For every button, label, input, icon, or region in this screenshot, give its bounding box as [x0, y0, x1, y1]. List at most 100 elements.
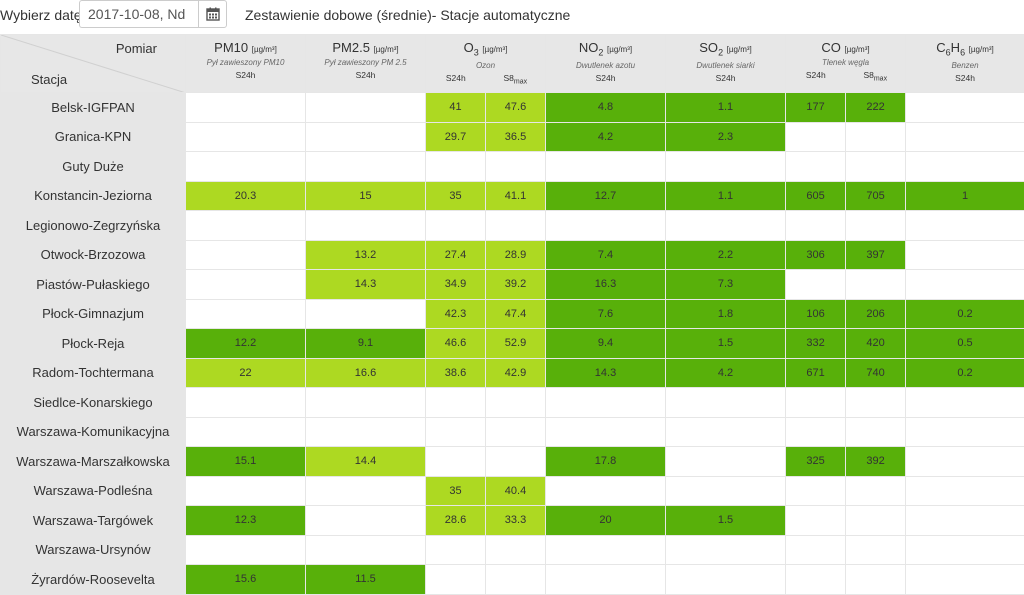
- value-cell: 13.2: [306, 240, 426, 270]
- station-name: Legionowo-Zegrzyńska: [1, 211, 186, 241]
- value-cell: [426, 388, 486, 418]
- value-cell: 177: [786, 93, 846, 123]
- value-cell: [306, 388, 426, 418]
- value-cell: [426, 152, 486, 182]
- station-name: Żyrardów-Roosevelta: [1, 565, 186, 595]
- value-cell: 15.1: [186, 447, 306, 477]
- value-cell: [306, 535, 426, 565]
- value-cell: [306, 417, 426, 447]
- value-cell: 22: [186, 358, 306, 388]
- value-cell: [186, 476, 306, 506]
- value-cell: 35: [426, 181, 486, 211]
- station-name: Warszawa-Komunikacyjna: [1, 417, 186, 447]
- value-cell: [906, 476, 1024, 506]
- aggregation-label: S24h: [666, 73, 785, 83]
- value-cell: [906, 270, 1024, 300]
- value-cell: 29.7: [426, 122, 486, 152]
- value-cell: [186, 122, 306, 152]
- pollutant-name: PM2.5 [µg/m³]: [306, 40, 425, 55]
- value-cell: 28.9: [486, 240, 546, 270]
- pollutant-name: C6H6 [µg/m³]: [906, 40, 1024, 58]
- value-cell: [546, 565, 666, 595]
- value-cell: [426, 535, 486, 565]
- pollutant-description: Benzen: [906, 61, 1024, 70]
- value-cell: [546, 476, 666, 506]
- value-cell: [786, 506, 846, 536]
- aggregation-labels: S24h: [906, 73, 1024, 83]
- value-cell: 47.4: [486, 299, 546, 329]
- station-name: Otwock-Brzozowa: [1, 240, 186, 270]
- pollutant-name: PM10 [µg/m³]: [186, 40, 305, 55]
- pollutant-header: C6H6 [µg/m³] Benzen S24h: [906, 35, 1024, 93]
- value-cell: 4.8: [546, 93, 666, 123]
- date-input[interactable]: [79, 0, 198, 28]
- value-cell: 222: [846, 93, 906, 123]
- aggregation-label: S8max: [486, 73, 546, 86]
- value-cell: 20: [546, 506, 666, 536]
- value-cell: [306, 152, 426, 182]
- value-cell: [906, 535, 1024, 565]
- value-cell: [546, 535, 666, 565]
- station-name: Radom-Tochtermana: [1, 358, 186, 388]
- aggregation-labels: S24h: [666, 73, 785, 83]
- value-cell: [906, 506, 1024, 536]
- pollutant-description: Dwutlenek siarki: [666, 61, 785, 70]
- page-title: Zestawienie dobowe (średnie)- Stacje aut…: [245, 7, 570, 23]
- pollutant-name: CO [µg/m³]: [786, 40, 905, 55]
- value-cell: [546, 152, 666, 182]
- value-cell: [426, 565, 486, 595]
- value-cell: [546, 417, 666, 447]
- value-cell: [186, 270, 306, 300]
- value-cell: [186, 417, 306, 447]
- value-cell: [186, 240, 306, 270]
- value-cell: 1.5: [666, 506, 786, 536]
- value-cell: [486, 447, 546, 477]
- value-cell: [486, 417, 546, 447]
- value-cell: [906, 447, 1024, 477]
- value-cell: [666, 152, 786, 182]
- value-cell: [186, 152, 306, 182]
- measurement-header: Pomiar: [116, 41, 157, 56]
- value-cell: [486, 152, 546, 182]
- value-cell: [786, 122, 846, 152]
- value-cell: [666, 565, 786, 595]
- station-name: Płock-Reja: [1, 329, 186, 359]
- aggregation-labels: S24h: [546, 73, 665, 83]
- station-header: Stacja: [31, 72, 67, 87]
- calendar-button[interactable]: [198, 0, 227, 28]
- station-name: Warszawa-Marszałkowska: [1, 447, 186, 477]
- aggregation-label: S24h: [426, 73, 486, 86]
- station-name: Granica-KPN: [1, 122, 186, 152]
- value-cell: 42.9: [486, 358, 546, 388]
- value-cell: [786, 388, 846, 418]
- station-name: Warszawa-Podleśna: [1, 476, 186, 506]
- station-name: Konstancin-Jeziorna: [1, 181, 186, 211]
- pollutant-description: Ozon: [426, 61, 545, 70]
- value-cell: 705: [846, 181, 906, 211]
- value-cell: [186, 535, 306, 565]
- value-cell: 0.2: [906, 358, 1024, 388]
- value-cell: 9.1: [306, 329, 426, 359]
- value-cell: 4.2: [666, 358, 786, 388]
- value-cell: 41.1: [486, 181, 546, 211]
- value-cell: 106: [786, 299, 846, 329]
- value-cell: 1.1: [666, 181, 786, 211]
- value-cell: 332: [786, 329, 846, 359]
- value-cell: [306, 211, 426, 241]
- value-cell: 14.3: [546, 358, 666, 388]
- value-cell: [666, 417, 786, 447]
- pollutant-description: Tlenek węgla: [786, 58, 905, 67]
- aggregation-label: S8max: [846, 70, 906, 83]
- pollutant-name: SO2 [µg/m³]: [666, 40, 785, 58]
- value-cell: [666, 476, 786, 506]
